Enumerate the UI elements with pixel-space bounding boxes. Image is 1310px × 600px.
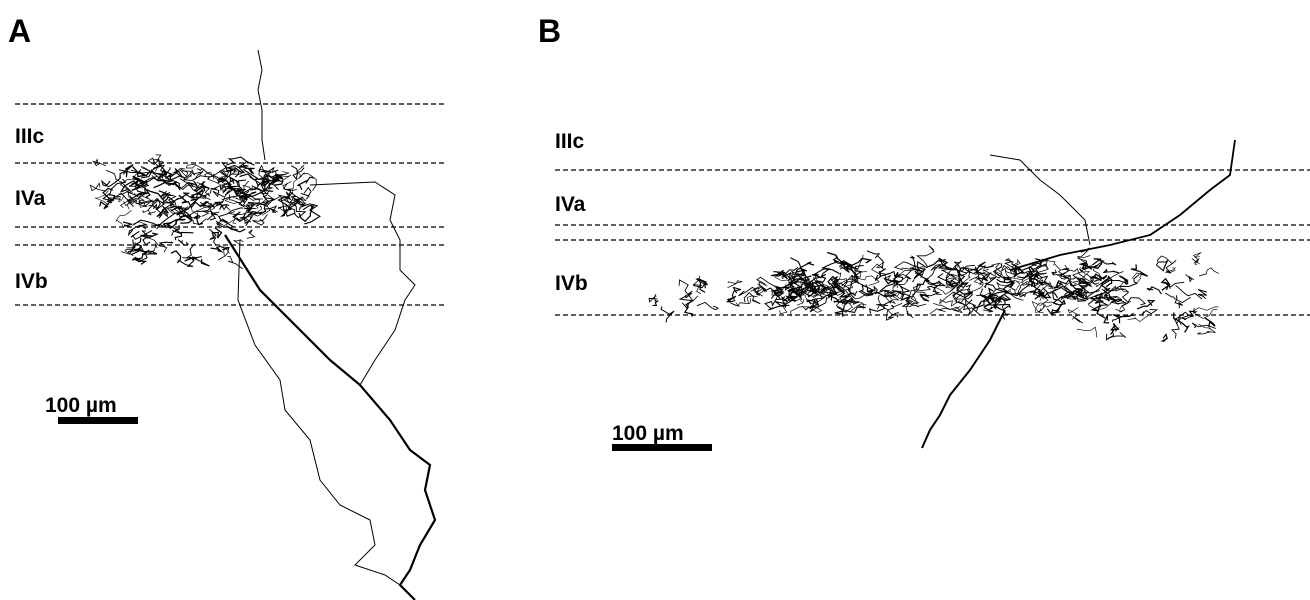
arbor-branch — [1132, 273, 1142, 284]
arbor-branch — [649, 294, 657, 302]
arbor-branch — [1147, 287, 1162, 294]
arbor-branch — [821, 257, 838, 278]
panel-label: A — [8, 13, 31, 49]
axon-branch — [990, 155, 1090, 245]
arbor-branch — [1077, 327, 1097, 337]
arbor-branch — [253, 214, 268, 225]
arbor-branch — [1142, 309, 1157, 315]
arbor-branch — [1195, 309, 1217, 318]
axon-branch — [258, 50, 265, 160]
arbor-branch — [1104, 316, 1109, 323]
arbor-branch — [1002, 283, 1035, 296]
neuron-tracings — [90, 50, 1235, 600]
arbor-branch — [170, 169, 182, 178]
arbor-branch — [227, 157, 255, 165]
arbor-branch — [214, 162, 227, 177]
arbor-branch — [1193, 307, 1218, 311]
arbor-branch — [1131, 264, 1148, 276]
scale-label: 100 µm — [612, 422, 684, 445]
arbor-branch — [1162, 279, 1170, 291]
arbor-branch — [241, 214, 251, 223]
arbor-branch — [1127, 316, 1147, 322]
arbor-branch — [1176, 285, 1203, 299]
layer-label: IIIc — [555, 130, 585, 153]
arbor-branch — [697, 302, 718, 309]
arbor-branch — [123, 222, 131, 227]
figure: A IIIc IVa IVb 100 µm B IIIc IVa IVb 100… — [0, 0, 1310, 600]
layer-label: IVb — [15, 270, 48, 293]
arbor-branch — [841, 280, 857, 288]
axon-branch — [1010, 140, 1235, 270]
arbor-branch — [1122, 298, 1145, 306]
arbor-branch — [182, 244, 194, 258]
arbor-branch — [1162, 335, 1167, 342]
arbor-branch — [141, 166, 153, 172]
arbor-branch — [1165, 293, 1191, 303]
arbor-branch — [728, 296, 737, 302]
scale-bar — [58, 417, 138, 424]
arbor-branch — [297, 177, 313, 190]
arbor-branch — [175, 232, 193, 240]
arbor-branch — [200, 201, 214, 206]
arbor-branch — [1111, 323, 1119, 334]
arbor-branch — [270, 206, 278, 212]
arbor-branch — [202, 211, 220, 217]
arbor-branch — [653, 300, 659, 306]
arbor-branch — [100, 200, 113, 209]
arbor-branch — [1137, 300, 1154, 309]
arbor-branch — [732, 288, 741, 300]
arbor-branch — [1190, 311, 1196, 316]
axon — [922, 310, 1005, 448]
arbor-branch — [1068, 307, 1078, 319]
arbor-branch — [209, 229, 216, 245]
scale-bar — [612, 444, 712, 451]
arbor-branch — [156, 199, 164, 210]
arbor-branch — [757, 277, 777, 288]
arbor-branch — [1199, 268, 1219, 276]
arbor-branch — [1172, 320, 1179, 338]
arbor-branch — [985, 277, 1004, 291]
arbor-branch — [731, 303, 749, 307]
arbor-branch — [247, 230, 255, 239]
arbor-branch — [1104, 270, 1119, 273]
arbor-branch — [1185, 274, 1194, 281]
arbor-branch — [207, 211, 215, 220]
layer-label: IIIc — [15, 125, 45, 148]
layer-label: IVb — [555, 272, 588, 295]
arbor-branch — [211, 246, 222, 251]
arbor-branch — [192, 170, 203, 180]
arbor-branch — [796, 299, 804, 305]
arbor-branch — [685, 301, 693, 317]
arbor-branch — [1055, 264, 1067, 279]
arbor-branch — [1092, 305, 1105, 318]
arbor-branch — [933, 303, 962, 312]
arbor-branch — [141, 233, 157, 238]
arbor-branch — [895, 262, 915, 270]
layer-label: IVa — [555, 193, 586, 216]
arbor-branch — [1094, 259, 1104, 266]
arbor-branch — [728, 281, 743, 288]
arbor-branch — [212, 228, 221, 238]
arbor-branch — [102, 178, 121, 187]
panel-label: B — [538, 13, 561, 49]
arbor-branch — [1002, 300, 1010, 319]
arbor-branch — [930, 305, 966, 314]
arbor-branch — [160, 242, 173, 247]
scale-label: 100 µm — [45, 394, 117, 417]
arbor-branch — [291, 166, 304, 179]
arbor-branch — [1092, 272, 1123, 287]
axon — [225, 235, 435, 600]
arbor-branch — [1156, 256, 1172, 265]
arbor-branch — [193, 257, 209, 267]
arbor-branch — [979, 263, 1002, 278]
arbor-branch — [1198, 332, 1211, 334]
arbor-branch — [870, 301, 892, 314]
arbor-branch — [969, 262, 994, 271]
layer-label: IVa — [15, 187, 46, 210]
arbor-branch — [142, 210, 155, 215]
